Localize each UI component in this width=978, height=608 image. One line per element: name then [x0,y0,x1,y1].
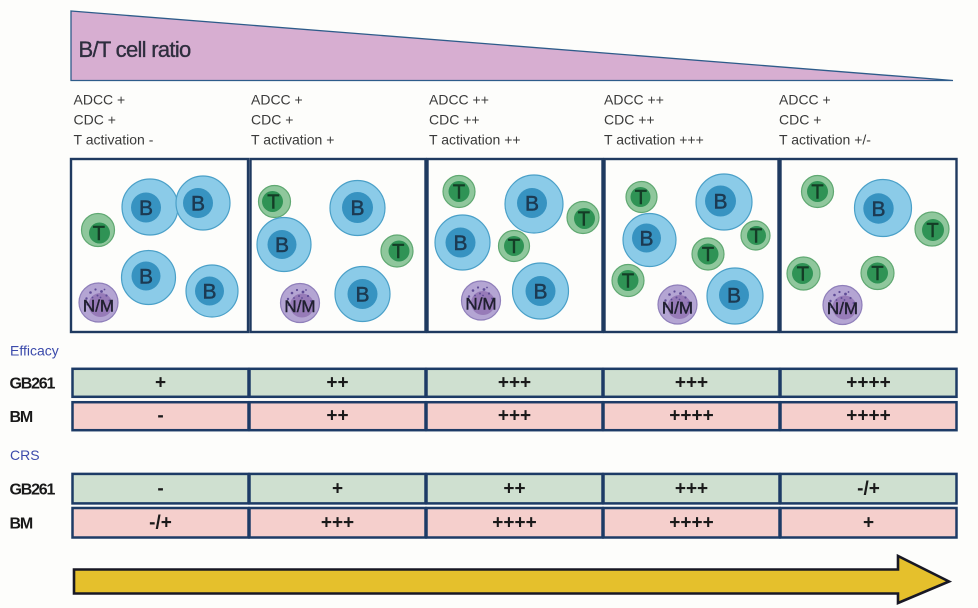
svg-text:-/+: -/+ [857,478,880,499]
svg-text:T activation +++: T activation +++ [604,132,704,148]
svg-text:B: B [139,197,153,220]
svg-text:N/M: N/M [827,299,858,318]
svg-text:CDC ++: CDC ++ [604,112,655,128]
svg-text:B/T cell ratio: B/T cell ratio [79,37,192,62]
svg-text:B: B [525,193,539,216]
svg-text:+++: +++ [675,478,708,499]
svg-text:++++: ++++ [669,512,713,533]
svg-text:B: B [202,281,216,304]
svg-text:CRS: CRS [10,447,40,463]
svg-text:T: T [392,241,404,263]
svg-text:T activation ++: T activation ++ [429,132,521,148]
svg-text:B: B [453,232,467,255]
svg-text:+++: +++ [498,406,531,427]
svg-text:++++: ++++ [846,406,890,427]
svg-text:B: B [350,197,364,220]
svg-text:++++: ++++ [669,406,713,427]
svg-text:ADCC ++: ADCC ++ [604,92,664,108]
svg-text:ADCC +: ADCC + [779,92,831,108]
svg-text:T: T [750,226,762,248]
svg-text:T: T [926,220,938,242]
svg-text:-/+: -/+ [149,512,172,533]
svg-text:T: T [702,244,714,266]
svg-text:++: ++ [503,478,525,499]
svg-text:B: B [275,234,289,257]
svg-text:B: B [191,193,205,216]
svg-text:+++: +++ [675,373,708,394]
svg-text:ADCC ++: ADCC ++ [429,92,489,108]
svg-text:+: + [332,478,343,499]
svg-text:+++: +++ [498,373,531,394]
svg-text:CDC +: CDC + [251,112,293,128]
svg-text:-: - [157,406,163,427]
svg-text:N/M: N/M [465,295,496,314]
svg-text:T activation +/-: T activation +/- [779,132,871,148]
svg-text:N/M: N/M [662,299,693,318]
svg-text:B: B [355,284,369,307]
svg-text:BM: BM [10,409,33,426]
svg-text:GB261: GB261 [10,482,56,499]
svg-text:GB261: GB261 [10,376,56,393]
svg-text:N/M: N/M [83,297,114,316]
svg-text:++: ++ [326,406,348,427]
svg-text:+++: +++ [321,512,354,533]
svg-text:ADCC +: ADCC + [251,92,303,108]
svg-text:B: B [871,198,885,221]
svg-text:T: T [453,182,465,204]
svg-text:T: T [578,209,590,231]
svg-text:++++: ++++ [492,512,536,533]
svg-text:T: T [622,271,634,293]
svg-text:T: T [93,223,105,245]
svg-text:T: T [508,236,520,258]
svg-text:+: + [155,373,166,394]
svg-text:+: + [863,512,874,533]
svg-text:T activation +: T activation + [251,132,334,148]
svg-text:-: - [157,478,163,499]
svg-text:T: T [635,187,647,209]
svg-text:B: B [713,191,727,214]
svg-text:++: ++ [326,373,348,394]
svg-text:B: B [639,228,653,251]
svg-text:B: B [727,285,741,308]
svg-text:T: T [797,264,809,286]
svg-text:T activation -: T activation - [74,132,154,148]
svg-text:CDC +: CDC + [779,112,821,128]
svg-text:CDC ++: CDC ++ [429,112,480,128]
svg-text:T: T [811,182,823,204]
svg-text:T: T [871,263,883,285]
svg-text:N/M: N/M [284,297,315,316]
svg-text:ADCC +: ADCC + [74,92,126,108]
svg-text:BM: BM [10,516,33,533]
svg-text:B: B [533,281,547,304]
svg-text:B: B [139,266,153,289]
svg-text:CDC +: CDC + [74,112,116,128]
svg-text:T: T [267,192,279,214]
svg-text:Efficacy: Efficacy [10,343,59,359]
svg-text:++++: ++++ [846,373,890,394]
